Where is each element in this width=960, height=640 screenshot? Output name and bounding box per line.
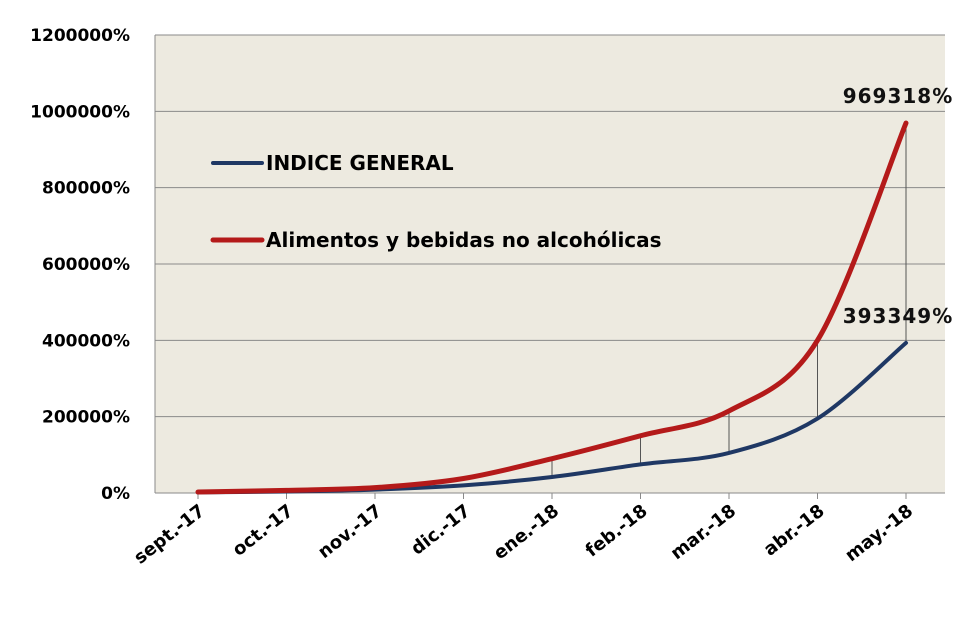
x-tick-label: sept.-17: [130, 500, 209, 568]
x-tick-label: may.-18: [841, 500, 917, 566]
series-line-alimentos-bebidas: [195, 120, 909, 495]
y-axis-tick-labels: 0% 200000% 400000% 600000% 800000% 1000000% 12…: [30, 26, 130, 504]
y-tick-label: 200000%: [42, 408, 130, 428]
x-tick-label: abr.-18: [760, 500, 829, 560]
x-tick-label: dic.-17: [407, 500, 474, 559]
data-label: 969318%: [843, 84, 954, 108]
x-tick-label: ene.-18: [490, 500, 563, 564]
x-tick-label: oct.-17: [229, 500, 298, 560]
x-axis-tick-labels: sept.-17 oct.-17 nov.-17 dic.-17 ene.-18 feb.…: [130, 500, 917, 568]
y-tick-label: 0%: [101, 484, 130, 504]
y-tick-label: 800000%: [42, 179, 130, 199]
series-lines: [195, 120, 909, 495]
legend-label: Alimentos y bebidas no alcohólicas: [266, 228, 662, 252]
legend-label: INDICE GENERAL: [266, 151, 454, 175]
y-tick-label: 1200000%: [30, 26, 130, 46]
legend: INDICE GENERAL Alimentos y bebidas no alc…: [210, 151, 662, 252]
y-tick-label: 1000000%: [30, 102, 130, 122]
y-tick-label: 400000%: [42, 331, 130, 351]
x-tick-label: nov.-17: [314, 500, 386, 563]
y-tick-label: 600000%: [42, 255, 130, 275]
data-labels: 969318% 393349%: [843, 84, 954, 328]
drop-lines: [551, 123, 907, 477]
x-tick-label: mar.-18: [667, 500, 740, 564]
data-label: 393349%: [843, 304, 954, 328]
x-tick-label: feb.-18: [582, 500, 652, 561]
